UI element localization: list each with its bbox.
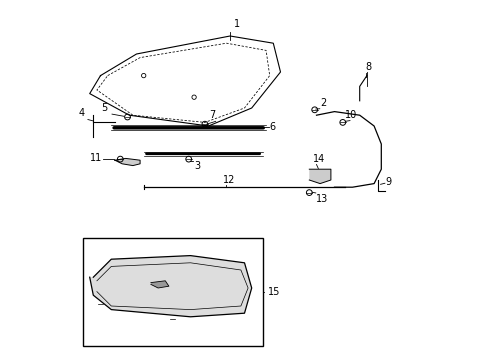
Text: 4: 4 — [79, 108, 85, 118]
Text: 7: 7 — [209, 110, 215, 120]
Bar — [82, 238, 262, 346]
Text: 9: 9 — [385, 177, 391, 187]
Text: 12: 12 — [223, 175, 235, 185]
Text: 1: 1 — [233, 19, 239, 29]
Text: 8: 8 — [365, 62, 370, 72]
Polygon shape — [309, 169, 330, 184]
Text: 11: 11 — [89, 153, 102, 163]
Text: 3: 3 — [194, 161, 200, 171]
Text: 2: 2 — [320, 98, 325, 108]
Text: 5: 5 — [101, 103, 107, 113]
Polygon shape — [89, 256, 251, 317]
Polygon shape — [115, 158, 140, 166]
Text: 13: 13 — [315, 194, 327, 204]
Text: 15: 15 — [267, 287, 280, 297]
Text: 6: 6 — [269, 122, 275, 132]
Text: 14: 14 — [312, 154, 325, 164]
Text: 10: 10 — [345, 110, 357, 120]
Polygon shape — [151, 281, 168, 288]
